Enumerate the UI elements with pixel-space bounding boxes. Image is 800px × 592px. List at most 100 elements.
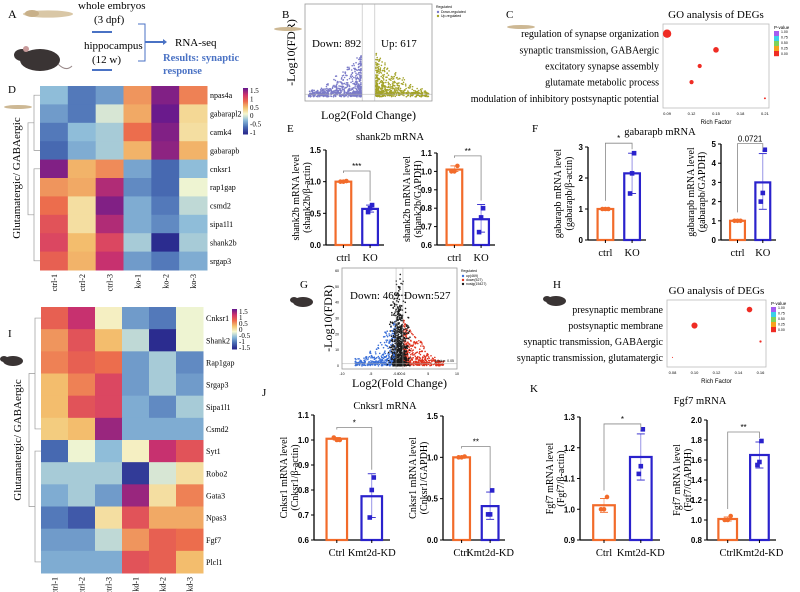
data-point [388, 356, 390, 358]
significance-bracket [454, 155, 482, 201]
data-point [636, 471, 642, 477]
data-point [758, 199, 764, 204]
data-point [404, 340, 406, 342]
heatmap-cell [41, 395, 69, 419]
x-tick-label: 0.16 [757, 370, 766, 375]
data-point [389, 339, 391, 341]
data-point [355, 364, 357, 367]
heatmap-cell [123, 233, 152, 253]
colorbar-label: 0.50 [781, 41, 788, 45]
data-point [390, 77, 393, 80]
y-tick-label: 1.6 [691, 456, 703, 465]
data-point [400, 351, 402, 354]
data-point [341, 90, 343, 92]
data-point [404, 307, 407, 310]
colorbar-segment [243, 101, 248, 104]
data-point [400, 305, 403, 307]
data-point [420, 350, 422, 353]
colorbar-segment [243, 96, 248, 98]
data-point [355, 72, 357, 75]
colorbar-segment [232, 320, 237, 322]
category-label: Ctrl [596, 548, 612, 559]
heatmap-cell [122, 307, 150, 330]
data-point [382, 346, 385, 349]
colorbar-segment [232, 327, 237, 329]
category-label: ctrl [598, 248, 612, 259]
heatmap-cell [176, 484, 204, 507]
data-point [375, 52, 378, 55]
colorbar-segment [774, 31, 779, 37]
data-point [390, 90, 392, 92]
zebrafish-larva-icon [507, 25, 535, 29]
data-point [381, 74, 384, 76]
data-point [356, 76, 359, 79]
data-point [393, 82, 395, 84]
data-point [412, 352, 414, 354]
go-term-label: glutamate metabolic process [545, 78, 659, 89]
category-label: Kmt2d-KD [736, 548, 784, 559]
heatmap-cell [41, 506, 69, 530]
data-point [390, 86, 392, 88]
data-point [317, 94, 320, 97]
down-count-label: Down: 469 [350, 290, 400, 302]
fish-body [4, 105, 32, 109]
row-label: Cnksr1 [206, 314, 229, 323]
panel-label-h: H [553, 279, 561, 291]
colorbar-label: 1 [239, 314, 243, 322]
data-point [408, 87, 411, 89]
data-point [338, 89, 340, 92]
data-point [406, 353, 409, 355]
heatmap-cell [67, 178, 97, 197]
mouse-icon [543, 296, 566, 306]
data-point [376, 58, 379, 61]
y-axis-label: (gabarapb/GAPDH) [697, 152, 708, 233]
row-label: Robo2 [206, 469, 227, 478]
data-point [361, 365, 363, 367]
data-point [401, 83, 404, 85]
data-point [358, 83, 360, 86]
colorbar-segment [243, 129, 248, 132]
panel-a-schematic: A whole embryos (3 dpf) hippocampus (12 … [8, 0, 239, 77]
heatmap-cell [151, 233, 180, 253]
data-point [409, 95, 412, 98]
data-point [411, 359, 414, 361]
panel-label-b: B [282, 9, 289, 21]
y-tick-label: 0.5 [427, 495, 439, 504]
data-point [393, 330, 396, 333]
data-point [403, 356, 405, 358]
data-point [352, 82, 354, 85]
heatmap-cell [149, 395, 177, 419]
data-point [381, 61, 383, 63]
data-point [384, 88, 386, 91]
data-point [398, 312, 400, 315]
data-point [363, 364, 366, 367]
data-point [423, 347, 425, 350]
heatmap-cell [67, 86, 97, 105]
row-label: rap1gap [210, 183, 236, 192]
chart-title: shank2b mRNA [356, 132, 424, 143]
data-point [455, 163, 460, 169]
data-point [421, 87, 423, 90]
heatmap-cell [123, 159, 152, 179]
panel-label-g: G [300, 279, 308, 291]
bar-chart-K1: 0.9 1.0 1.1 1.2 1.3 Ctrl Kmt2d-KD * Fgf7 mRNA le… [545, 396, 727, 559]
heatmap-cell [151, 159, 180, 179]
heatmap-cell [176, 440, 204, 463]
data-point [375, 58, 377, 61]
data-point [411, 85, 414, 88]
colorbar-segment [232, 318, 237, 320]
data-point [349, 75, 352, 78]
data-point [489, 488, 495, 493]
data-point [319, 92, 321, 94]
colorbar-segment [243, 128, 248, 130]
colorbar-segment [232, 330, 237, 332]
data-point [398, 77, 401, 80]
heatmap-cell [95, 351, 123, 374]
data-point [392, 334, 395, 337]
data-point [388, 346, 391, 348]
data-point [380, 87, 382, 90]
data-point [427, 359, 430, 362]
data-point [410, 353, 412, 356]
